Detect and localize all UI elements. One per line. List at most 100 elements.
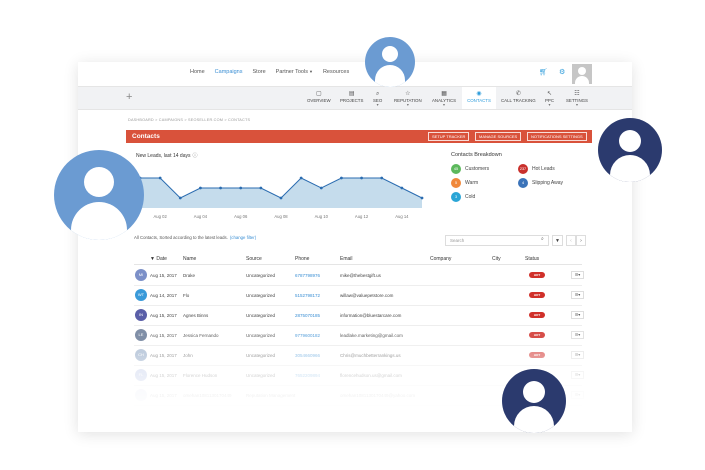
prev-page-button[interactable]: ‹ (566, 235, 576, 246)
cell-email[interactable]: Chris@muchbetterrankings.us (340, 353, 401, 358)
header-divider (134, 264, 582, 265)
column-city[interactable]: City (492, 256, 501, 262)
cell-source: Uncategorized (246, 373, 276, 378)
search-input[interactable]: Search (445, 235, 549, 246)
column-status[interactable]: Status (525, 256, 540, 262)
row-menu-button[interactable]: ☰▾ (571, 391, 584, 399)
chart-point[interactable] (340, 176, 343, 180)
cell-date: Aug 14, 2017 (150, 293, 177, 298)
tool-settings[interactable]: ☷ SETTINGS ▼ (566, 91, 588, 107)
cell-phone[interactable]: 3054660966 (295, 353, 321, 358)
manage-sources-button[interactable]: MANAGE SOURCES (475, 132, 522, 141)
change-filter-link[interactable]: (change filter) (229, 235, 257, 240)
cell-email[interactable]: mike@thebestgift.us (340, 273, 381, 278)
column-date[interactable]: ▼ Date (150, 256, 167, 262)
nav-campaigns[interactable]: Campaigns (214, 69, 243, 75)
cell-source: Uncategorized (246, 273, 276, 278)
cell-name[interactable]: Flo (183, 293, 190, 298)
cell-email[interactable]: omehan1081130170449@yahoo.com (340, 393, 416, 398)
tool-projects[interactable]: ▤ PROJECTS (340, 91, 364, 103)
cell-email[interactable]: information@bluestarcare.com (340, 313, 402, 318)
leads-chart-title: New Leads, last 14 days ⓘ (136, 152, 198, 159)
settings-gear-icon[interactable]: ⚙ (559, 69, 566, 76)
tool-analytics[interactable]: ▦ ANALYTICS ▼ (432, 91, 457, 107)
column-company[interactable]: Company (430, 256, 452, 262)
chart-point[interactable] (299, 176, 303, 180)
count-badge: 4 (518, 178, 528, 188)
chart-point[interactable] (239, 186, 243, 190)
tool-ppc[interactable]: ↖ PPC ▼ (545, 91, 555, 107)
status-badge: HOT (529, 332, 545, 338)
cell-phone[interactable]: 5152798172 (295, 293, 321, 298)
column-name[interactable]: Name (183, 256, 197, 262)
search-icon[interactable]: ⌕ (541, 236, 544, 242)
add-icon[interactable]: + (126, 91, 133, 103)
column-source[interactable]: Source (246, 256, 262, 262)
row-menu-button[interactable]: ☰▾ (571, 331, 584, 339)
setup-tracker-button[interactable]: SETUP TRACKER (428, 132, 470, 141)
chart-tick-label: Aug 02 (154, 214, 168, 219)
cell-name[interactable]: Drake (183, 273, 196, 278)
chart-tick-label: Aug 10 (315, 214, 329, 219)
tool-overview[interactable]: ▢ OVERVIEW (307, 91, 331, 103)
table-row[interactable]: WT Aug 14, 2017 Flo Uncategorized 5152798172… (134, 286, 584, 306)
row-menu-button[interactable]: ☰▾ (571, 271, 584, 279)
cell-name[interactable]: Florence Hudson (183, 373, 218, 378)
table-row[interactable]: LE Aug 15, 2017 Jessica Fernando Uncategori… (134, 326, 584, 346)
row-menu-button[interactable]: ☰▾ (571, 291, 584, 299)
cell-name[interactable]: omehan1081130170449 (183, 393, 232, 398)
chart-point[interactable] (420, 196, 424, 200)
help-icon[interactable]: ⓘ (192, 153, 198, 159)
person-avatar-icon (54, 150, 144, 240)
chart-point[interactable] (279, 196, 283, 200)
table-row[interactable]: IN Aug 15, 2017 Agnes Binns Uncategorized 28… (134, 306, 584, 326)
contacts-header-bar: Contacts SETUP TRACKER MANAGE SOURCES NO… (126, 130, 592, 143)
cell-name[interactable]: Agnes Binns (183, 313, 209, 318)
tool-call-tracking[interactable]: ✆ CALL TRACKING (501, 91, 536, 103)
filter-button[interactable]: ▼ (552, 235, 563, 246)
tool-contacts[interactable]: ◉ CONTACTS (462, 87, 496, 109)
chart-point[interactable] (319, 186, 323, 190)
notifications-settings-button[interactable]: NOTIFICATIONS SETTINGS (527, 132, 587, 141)
next-page-button[interactable]: › (576, 235, 586, 246)
cell-phone[interactable]: 9779600182 (295, 333, 321, 338)
chart-point[interactable] (400, 186, 404, 190)
chart-point[interactable] (199, 186, 202, 190)
cart-icon[interactable]: 🛒︎ (539, 69, 548, 76)
cell-email[interactable]: leadlake.marketing@gmail.com (340, 333, 403, 338)
chart-point[interactable] (360, 176, 363, 180)
tool-seo[interactable]: ⌕ SEO ▼ (373, 91, 383, 107)
chart-point[interactable] (259, 186, 263, 190)
cell-phone[interactable]: 2875070185 (295, 313, 321, 318)
nav-partner-tools[interactable]: Partner Tools▼ (275, 69, 313, 75)
row-menu-button[interactable]: ☰▾ (571, 351, 584, 359)
cell-phone[interactable]: 6787798976 (295, 273, 321, 278)
nav-store[interactable]: Store (252, 69, 266, 75)
breakdown-cold[interactable]: 3 Cold (451, 192, 475, 202)
column-phone[interactable]: Phone (295, 256, 310, 262)
cell-name[interactable]: John (183, 353, 193, 358)
breakdown-hot-leads[interactable]: 237 Hot Leads (518, 164, 555, 174)
chart-point[interactable] (380, 176, 384, 180)
chart-point[interactable] (178, 196, 182, 200)
tool-reputation[interactable]: ☆ REPUTATION ▼ (394, 91, 422, 107)
cell-email[interactable]: willaw@valuepetstore.com (340, 293, 394, 298)
cell-date: Aug 15, 2017 (150, 313, 177, 318)
row-menu-button[interactable]: ☰▾ (571, 311, 584, 319)
chart-point[interactable] (219, 186, 222, 190)
user-avatar[interactable] (572, 64, 592, 84)
cell-phone[interactable]: 7652209894 (295, 373, 321, 378)
nav-home[interactable]: Home (190, 69, 205, 75)
nav-resources[interactable]: Resources (322, 69, 350, 75)
table-row[interactable]: MI Aug 15, 2017 Drake Uncategorized 67877989… (134, 266, 584, 286)
row-menu-button[interactable]: ☰▾ (571, 371, 584, 379)
breakdown-warm[interactable]: 5 Warm (451, 178, 478, 188)
table-row[interactable]: CH Aug 15, 2017 John Uncategorized 305466096… (134, 346, 584, 366)
cell-name[interactable]: Jessica Fernando (183, 333, 219, 338)
chart-point[interactable] (158, 176, 162, 180)
breakdown-slipping-away[interactable]: 4 Slipping Away (518, 178, 563, 188)
person-avatar-icon (502, 369, 566, 433)
cell-email[interactable]: florencehudson.us@gmail.com (340, 373, 402, 378)
column-email[interactable]: Email (340, 256, 353, 262)
breakdown-customers[interactable]: 45 Customers (451, 164, 489, 174)
